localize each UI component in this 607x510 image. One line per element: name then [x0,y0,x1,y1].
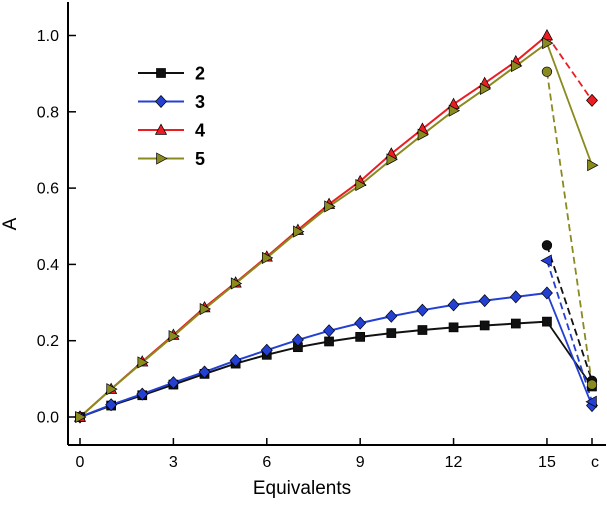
x-tick-label: 15 [538,454,556,471]
extra-marker [586,379,598,390]
x-tick-label-c: c [591,454,599,471]
legend-marker-3 [155,94,167,109]
y-tick-label: 0.8 [37,104,59,121]
series-5-c-marker [587,159,599,172]
series-3-marker [260,343,273,357]
series-3-marker [478,294,491,308]
extra-marker [540,254,552,267]
extra-dashed-line [546,71,593,385]
series-2-marker [479,320,490,331]
series-2-marker [510,318,521,329]
series-5-marker [324,200,336,213]
series-5-marker [199,302,212,316]
series-3-marker [385,309,398,323]
series-5-marker [262,251,274,265]
x-axis-title: Equivalents [253,478,351,499]
series-3-c-line [546,292,593,406]
series-3-marker [509,290,522,304]
y-tick-label: 0.4 [37,257,59,274]
series-5-marker [168,330,180,343]
extra-marker [585,395,597,408]
series-4-c-line [546,34,593,101]
series-4-c-marker [586,93,598,107]
series-2-marker [324,336,334,347]
legend-label-3: 3 [195,92,205,112]
series-2-marker [448,322,459,333]
x-tick-label: 12 [445,454,463,471]
series-5-c-line [546,42,593,166]
legend-marker-2 [156,68,166,78]
y-axis-title: A [0,217,21,230]
x-tick-label: 6 [262,454,271,471]
series-5-marker [386,153,398,166]
series-5-marker [293,225,305,238]
series-5-line [79,42,548,418]
x-tick-label: 9 [356,454,365,471]
series-4-line [79,34,548,418]
series-3-marker [447,298,460,312]
series-3-marker [105,398,118,412]
series-3-marker [540,286,553,300]
series-3-marker [323,324,336,338]
y-tick-label: 0.2 [37,333,59,350]
series-5-marker [448,104,461,117]
x-tick-label: 3 [169,454,178,471]
y-tick-label: 0.6 [37,181,59,198]
series-5-marker [75,410,87,424]
series-5-marker [355,178,367,192]
series-5-marker [137,356,149,369]
legend-marker-4 [154,123,168,135]
series-3-marker [354,316,367,330]
series-5-marker [230,277,243,290]
series-5-marker [106,383,118,396]
legend-label-2: 2 [195,64,205,84]
series-5-marker [511,59,523,73]
extra-dashed-line [546,245,593,382]
extra-marker [541,240,553,251]
series-5-marker [542,37,554,50]
series-2-marker [542,316,552,327]
series-3-marker [198,365,211,379]
series-3-line [79,292,548,418]
extra-dashed-line [546,260,593,403]
series-2-marker [386,328,397,338]
series-2-c-line [546,321,593,387]
series-2-line [79,320,548,418]
legend-label-4: 4 [195,121,205,141]
series-3-marker [291,333,304,347]
y-tick-label: 0.0 [37,410,59,427]
series-3-marker [167,376,180,390]
series-5-marker [479,82,492,95]
series-2-marker [417,325,428,335]
extra-marker [541,66,553,77]
series-3-marker [229,354,242,368]
legend-label-5: 5 [195,149,205,169]
series-3-marker [416,303,429,317]
y-tick-label: 1.0 [37,28,59,45]
series-3-marker [136,387,149,401]
x-tick-label: 0 [76,454,85,471]
legend-marker-5 [156,152,168,165]
series-5-marker [417,128,429,141]
series-2-marker [355,332,366,342]
